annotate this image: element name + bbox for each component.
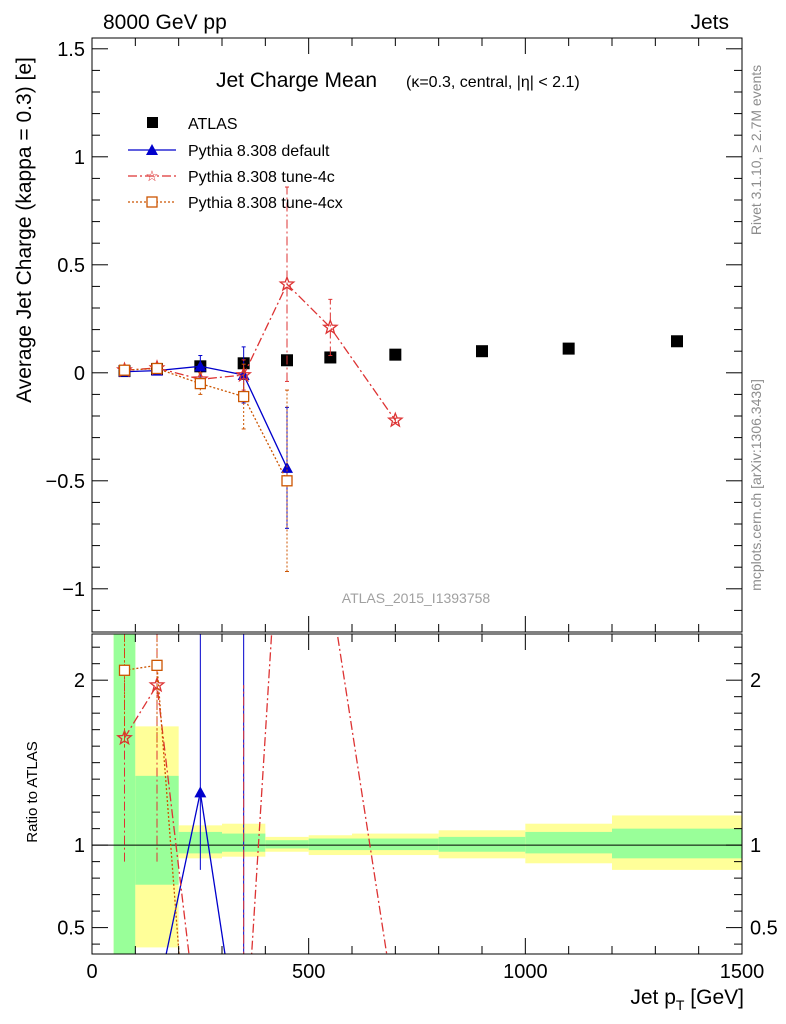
main-y-tick-label: 0 <box>74 363 85 385</box>
main-plot-area <box>116 186 683 573</box>
data-point-atlas <box>671 335 683 348</box>
legend-label-default: Pythia 8.308 default <box>188 143 330 160</box>
x-axis-label: Jet pT [GeV] <box>630 986 744 1013</box>
data-point-atlas <box>324 351 337 364</box>
data-point-tune-4c <box>235 366 253 383</box>
legend-label-tune-4cx: Pythia 8.308 tune-4cx <box>188 195 343 212</box>
data-point-atlas <box>389 348 402 361</box>
data-point-tune-4c <box>278 275 296 292</box>
header-right: Jets <box>690 11 729 34</box>
legend-label-atlas: ATLAS <box>188 116 238 133</box>
legend-marker-atlas <box>147 117 158 128</box>
main-y-tick-label: 1.5 <box>57 39 85 61</box>
ratio-x-tick-label: 1500 <box>720 961 765 983</box>
data-point-tune-4cx <box>238 390 250 403</box>
main-panel: −1 −0.5 0 0.5 1 1.5 Jet Charge Mean (κ=0.3, c… <box>13 37 743 633</box>
ratio-point-tune-4cx <box>118 664 131 676</box>
legend-entry-atlas: ATLAS <box>147 116 238 133</box>
main-y-ticks: −1 −0.5 0 0.5 1 1.5 <box>46 39 742 633</box>
ratio-y-tick-label-right: 2 <box>750 670 761 692</box>
legend-marker-default <box>146 144 158 155</box>
ratio-x-tick-label: 1000 <box>503 961 548 983</box>
uncertainty-band-inner <box>525 831 612 854</box>
ratio-x-tick-label: 500 <box>292 961 325 983</box>
uncertainty-band-inner <box>438 836 526 852</box>
data-point-tune-4cx <box>118 364 131 376</box>
legend-marker-tune-4c: ☆ <box>145 168 158 185</box>
uncertainty-band-inner <box>135 775 179 885</box>
ratio-y-tick-label: 2 <box>74 670 85 692</box>
ratio-point-default <box>194 786 207 798</box>
main-y-axis-label: Average Jet Charge (kappa = 0.3) [e] <box>13 57 36 403</box>
ratio-y-tick-label: 0.5 <box>57 918 85 940</box>
ratio-y-tick-label-right: 0.5 <box>750 918 778 940</box>
chart-title: Jet Charge Mean <box>216 69 377 92</box>
legend-entry-tune-4c: ☆ Pythia 8.308 tune-4c <box>128 168 335 186</box>
main-y-tick-label: 0.5 <box>57 255 85 277</box>
ratio-plot-area <box>92 634 742 954</box>
legend-marker-tune-4cx <box>146 196 158 208</box>
data-point-tune-4c <box>321 318 339 335</box>
legend-entry-default: Pythia 8.308 default <box>128 143 330 160</box>
ratio-x-tick-label: 0 <box>86 961 97 983</box>
ratio-x-ticks: 0 500 1000 1500 <box>86 634 764 983</box>
legend: ATLAS Pythia 8.308 default ☆ Pythia 8.30… <box>128 116 343 212</box>
uncertainty-band-inner <box>352 838 439 851</box>
data-point-atlas <box>562 342 575 355</box>
series-line-tune-4c <box>124 283 396 421</box>
data-point-tune-4cx <box>151 362 163 375</box>
ratio-y-axis-label: Ratio to ATLAS <box>24 741 41 842</box>
main-plot-frame <box>91 37 743 633</box>
main-y-tick-label: −0.5 <box>46 471 85 493</box>
data-point-tune-4cx <box>194 377 206 390</box>
ratio-y-ticks: 0.5 0.5 1 1 2 2 <box>57 646 778 945</box>
ratio-y-tick-label: 1 <box>74 835 85 857</box>
uncertainty-band-inner <box>113 634 136 954</box>
ratio-panel: 0.5 0.5 1 1 2 2 0 500 1000 1500 Ratio to ATLAS J… <box>24 633 778 1013</box>
uncertainty-band-inner <box>265 840 309 849</box>
main-y-tick-label: −1 <box>62 579 85 601</box>
side-label-mcplots: mcplots.cern.ch [arXiv:1306.3436] <box>748 379 764 591</box>
legend-label-tune-4c: Pythia 8.308 tune-4c <box>188 169 335 186</box>
ratio-point-tune-4c <box>148 676 166 693</box>
legend-entry-tune-4cx: Pythia 8.308 tune-4cx <box>128 195 343 212</box>
ratio-point-tune-4cx <box>151 659 163 671</box>
side-label-rivet: Rivet 3.1.10, ≥ 2.7M events <box>748 65 764 235</box>
ratio-y-tick-label-right: 1 <box>750 835 761 857</box>
uncertainty-band-inner <box>308 838 352 851</box>
analysis-watermark: ATLAS_2015_I1393758 <box>342 590 491 606</box>
data-point-tune-4c <box>386 411 404 428</box>
header-left: 8000 GeV pp <box>103 11 227 34</box>
series-line-tune-4cx <box>124 367 288 482</box>
data-point-tune-4cx <box>281 475 293 487</box>
data-point-default <box>194 360 207 372</box>
data-point-atlas <box>476 345 488 358</box>
chart-subtitle: (κ=0.3, central, |η| < 2.1) <box>406 74 580 91</box>
main-y-tick-label: 1 <box>74 147 85 169</box>
ratio-plot-frame <box>91 633 743 955</box>
main-x-ticks <box>91 38 743 632</box>
uncertainty-band-inner <box>612 828 742 859</box>
